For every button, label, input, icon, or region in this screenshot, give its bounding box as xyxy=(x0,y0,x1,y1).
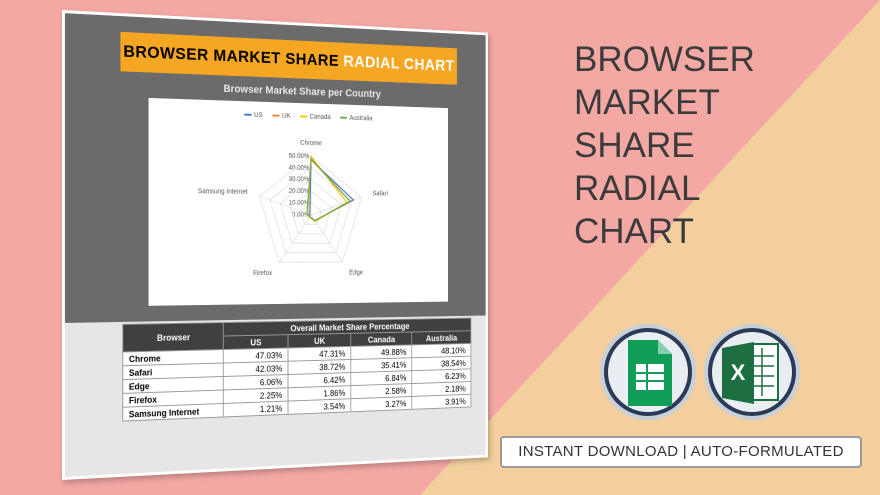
row-label: Samsung Internet xyxy=(122,403,224,422)
banner: INSTANT DOWNLOAD | AUTO-FORMULATED xyxy=(500,436,862,468)
series-line xyxy=(307,158,350,220)
cell: 1.21% xyxy=(223,401,289,417)
r-tick-label: 0.00% xyxy=(292,212,309,219)
category-label: Samsung Internet xyxy=(198,188,248,195)
title-main: BROWSER MARKET SHARE xyxy=(123,41,339,70)
svg-text:X: X xyxy=(731,360,746,385)
r-tick-label: 50.00% xyxy=(289,153,310,160)
radar-chart: US UK Canada Australia 0.00% 10.00% 20.00% 30.0… xyxy=(198,98,389,277)
category-label: Chrome xyxy=(300,140,322,147)
excel-icon: X xyxy=(704,324,800,420)
spoke xyxy=(311,197,361,215)
headline: BROWSER MARKET SHARE RADIAL CHART xyxy=(574,40,755,251)
r-tick-label: 30.00% xyxy=(289,176,310,183)
column-header: Browser xyxy=(122,322,224,353)
r-tick-label: 10.00% xyxy=(289,200,310,207)
category-label: Edge xyxy=(349,269,363,276)
data-table: Browser Overall Market Share Percentage US… xyxy=(122,317,472,422)
spoke xyxy=(311,215,342,262)
r-tick-label: 20.00% xyxy=(289,188,310,195)
cell: 3.27% xyxy=(350,396,412,412)
chart-panel: US UK Canada Australia 0.00% 10.00% 20.00% 30.0… xyxy=(148,97,449,306)
title-accent: RADIAL CHART xyxy=(343,52,455,75)
sheets-icon xyxy=(600,324,696,420)
cell: 3.54% xyxy=(288,398,351,415)
cell: 3.91% xyxy=(411,394,471,410)
category-label: Safari xyxy=(373,190,389,197)
r-tick-label: 40.00% xyxy=(289,165,310,172)
legend-label: UK xyxy=(282,113,291,120)
category-label: Firefox xyxy=(253,270,272,277)
spreadsheet: BROWSER MARKET SHARE RADIAL CHART Browse… xyxy=(62,10,489,480)
spoke xyxy=(279,215,311,263)
legend-label: Canada xyxy=(310,114,331,121)
legend-label: Australia xyxy=(349,115,372,122)
legend-label: US xyxy=(254,112,263,119)
